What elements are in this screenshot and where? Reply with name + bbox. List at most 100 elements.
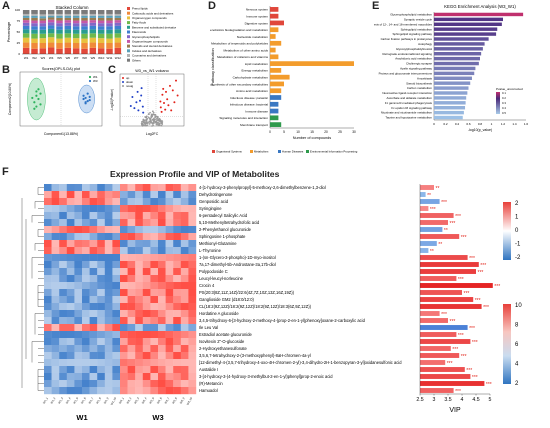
panel-f-heatmap-cell bbox=[51, 359, 60, 367]
panel-f-heatmap-cell bbox=[66, 373, 75, 381]
panel-f-heatmap-cell bbox=[127, 275, 136, 283]
panel-f-heatmap-cell bbox=[180, 303, 189, 311]
panel-a-legend-label: Steroids and steroid derivatives bbox=[132, 44, 173, 48]
panel-a-bar-segment bbox=[64, 13, 72, 16]
panel-c-point bbox=[171, 89, 174, 92]
panel-f-heatmap-cell bbox=[158, 310, 166, 318]
panel-a-bar-segment bbox=[72, 38, 80, 43]
panel-f-heatmap-cell bbox=[74, 219, 83, 227]
panel-e-bar bbox=[434, 47, 483, 51]
panel-f-heatmap-cell bbox=[188, 345, 197, 353]
panel-f-heatmap-cell bbox=[158, 184, 166, 192]
panel-f-heatmap-cell bbox=[97, 345, 105, 353]
panel-f-row-label: Estradiol acetate glucuronide bbox=[199, 332, 253, 337]
panel-a-bar-segment bbox=[114, 15, 122, 18]
panel-c-legend-dot bbox=[122, 81, 124, 83]
panel-c-point bbox=[173, 101, 176, 104]
panel-c-letter: C bbox=[108, 64, 116, 76]
panel-f-heatmap-cell bbox=[66, 359, 75, 367]
panel-f-heatmap-cell bbox=[120, 303, 128, 311]
panel-f-heatmap-cell bbox=[165, 268, 174, 276]
panel-a-bar-segment bbox=[39, 26, 47, 30]
panel-f-heatmap-cell bbox=[135, 184, 143, 192]
panel-a-bar-segment bbox=[106, 43, 113, 49]
panel-f-heatmap-cell bbox=[158, 247, 166, 255]
panel-f-vip-significance: *** bbox=[455, 214, 461, 220]
panel-f-heatmap-cell bbox=[120, 240, 128, 248]
panel-f-heatmap-cell bbox=[104, 373, 113, 381]
panel-f-heatmap-cell bbox=[180, 366, 189, 374]
panel-f-heatmap-cell bbox=[150, 303, 159, 311]
panel-d-category-label: Infectious disease: bacterial bbox=[230, 103, 268, 107]
panel-a-bar-segment bbox=[64, 29, 72, 34]
panel-f-vip-bar bbox=[420, 346, 451, 351]
panel-c-point bbox=[133, 107, 136, 110]
panel-a-bar-segment bbox=[89, 25, 97, 30]
panel-f-row-label: Hamuadol bbox=[199, 388, 218, 393]
panel-f-heatmap-cell bbox=[104, 359, 113, 367]
panel-c-point bbox=[161, 93, 164, 96]
panel-f-heatmap-cell bbox=[44, 359, 52, 367]
panel-b-point bbox=[33, 101, 36, 104]
panel-a-letter: A bbox=[2, 0, 10, 12]
panel-f-heatmap-cell bbox=[165, 226, 174, 234]
panel-f-heatmap-cell bbox=[173, 317, 181, 325]
panel-a-bar-segment bbox=[47, 42, 55, 48]
panel-d-legend-label: Human Diseases bbox=[282, 150, 304, 154]
panel-a-legend-swatch bbox=[127, 11, 130, 15]
panel-a-bar-segment bbox=[39, 14, 47, 17]
panel-f-heatmap-cell bbox=[59, 380, 67, 388]
panel-a-bar-segment bbox=[56, 13, 63, 16]
panel-d-legend-swatch bbox=[278, 150, 281, 153]
panel-f-heatmap-cell bbox=[59, 366, 67, 374]
panel-f-row-label: Polypodoside C bbox=[199, 269, 228, 274]
panel-f-row-label: [12-dimethyl-4-(3,5,7-trihydroxy-4-oxo-4… bbox=[199, 360, 402, 365]
panel-f-heatmap-cell bbox=[51, 212, 60, 220]
panel-e-category-label: Retrograde endocannabinoid signaling bbox=[383, 52, 433, 56]
panel-f-heatmap-cell bbox=[120, 233, 128, 241]
panel-f-heatmap-cell bbox=[59, 345, 67, 353]
panel-f-vip-significance: *** bbox=[452, 347, 458, 353]
panel-f-heatmap-cell bbox=[173, 331, 181, 339]
panel-f-group-w3: W3 bbox=[152, 413, 163, 422]
panel-f-heatmap-cell bbox=[142, 282, 151, 290]
panel-f-vip-bar bbox=[420, 276, 457, 281]
panel-f-heatmap-cell bbox=[173, 247, 181, 255]
panel-f-heatmap-cell bbox=[74, 366, 83, 374]
panel-f-vip-bar bbox=[420, 255, 468, 260]
panel-f-heatmap-cell bbox=[97, 219, 105, 227]
panel-d-bar bbox=[270, 108, 279, 114]
panel-f-heatmap-cell bbox=[97, 247, 105, 255]
panel-f-heatmap-cell bbox=[59, 261, 67, 269]
panel-f-heatmap-cell bbox=[150, 380, 159, 388]
panel-a-ytick: 25 bbox=[17, 41, 21, 45]
panel-f-heatmap-cell bbox=[104, 233, 113, 241]
panel-a-bar-segment bbox=[81, 10, 88, 14]
panel-b-letter: B bbox=[2, 64, 10, 76]
panel-f-heatmap-cell bbox=[89, 373, 98, 381]
panel-f-heatmap-cell bbox=[173, 254, 181, 262]
panel-e-xtick: 0 bbox=[433, 122, 435, 126]
panel-f-heatmap-cell bbox=[82, 219, 90, 227]
panel-d-bar bbox=[270, 47, 276, 53]
panel-e-bar bbox=[434, 56, 480, 61]
panel-a-bar-segment bbox=[97, 48, 105, 54]
panel-f-heatmap-cell bbox=[66, 205, 75, 213]
panel-f-heatmap-cell bbox=[173, 296, 181, 304]
panel-f-heatmap-cell bbox=[89, 282, 98, 290]
panel-a-bar-segment bbox=[31, 17, 38, 21]
panel-f-heatmap-cell bbox=[82, 282, 90, 290]
panel-f-heatmap-cell bbox=[158, 338, 166, 346]
panel-f-heatmap-cell bbox=[89, 296, 98, 304]
panel-f-row-label: 3,5,6,7-tetrahydroxy-2-(3-methoxyphenyl)… bbox=[199, 353, 311, 358]
panel-f-heatmap-cell bbox=[104, 282, 113, 290]
panel-f-heatmap-cell bbox=[112, 324, 121, 332]
panel-a-legend-label: Prenol lipids bbox=[132, 7, 148, 11]
panel-f-heatmap-cell bbox=[59, 373, 67, 381]
panel-f-heatmap-cell bbox=[51, 289, 60, 297]
panel-f-heatmap-cell bbox=[74, 205, 83, 213]
panel-e-xlabel: -log10(p_value) bbox=[468, 128, 492, 132]
panel-f-heatmap-cell bbox=[44, 247, 52, 255]
panel-f-heatmap-cell bbox=[112, 254, 121, 262]
panel-f-heatmap-cell bbox=[82, 359, 90, 367]
